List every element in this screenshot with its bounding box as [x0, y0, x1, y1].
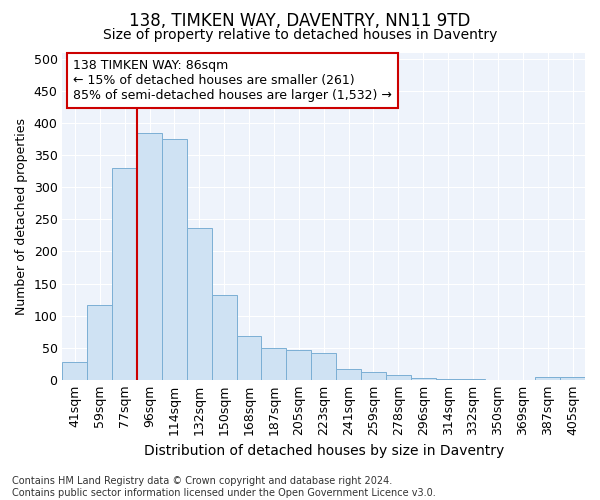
- Bar: [236, 336, 262, 380]
- X-axis label: Distribution of detached houses by size in Daventry: Distribution of detached houses by size …: [143, 444, 504, 458]
- Bar: [88, 304, 112, 380]
- Text: Contains HM Land Registry data © Crown copyright and database right 2024.
Contai: Contains HM Land Registry data © Crown c…: [12, 476, 436, 498]
- Bar: [386, 374, 411, 380]
- Bar: [361, 372, 386, 380]
- Bar: [212, 295, 236, 380]
- Bar: [62, 362, 88, 380]
- Bar: [112, 168, 137, 380]
- Bar: [286, 350, 311, 380]
- Bar: [411, 378, 436, 380]
- Bar: [311, 353, 336, 380]
- Bar: [187, 228, 212, 380]
- Bar: [162, 139, 187, 380]
- Text: Size of property relative to detached houses in Daventry: Size of property relative to detached ho…: [103, 28, 497, 42]
- Bar: [461, 379, 485, 380]
- Bar: [137, 132, 162, 380]
- Y-axis label: Number of detached properties: Number of detached properties: [15, 118, 28, 314]
- Bar: [262, 348, 286, 380]
- Text: 138, TIMKEN WAY, DAVENTRY, NN11 9TD: 138, TIMKEN WAY, DAVENTRY, NN11 9TD: [130, 12, 470, 30]
- Bar: [560, 376, 585, 380]
- Bar: [535, 376, 560, 380]
- Bar: [336, 369, 361, 380]
- Text: 138 TIMKEN WAY: 86sqm
← 15% of detached houses are smaller (261)
85% of semi-det: 138 TIMKEN WAY: 86sqm ← 15% of detached …: [73, 59, 392, 102]
- Bar: [436, 379, 461, 380]
